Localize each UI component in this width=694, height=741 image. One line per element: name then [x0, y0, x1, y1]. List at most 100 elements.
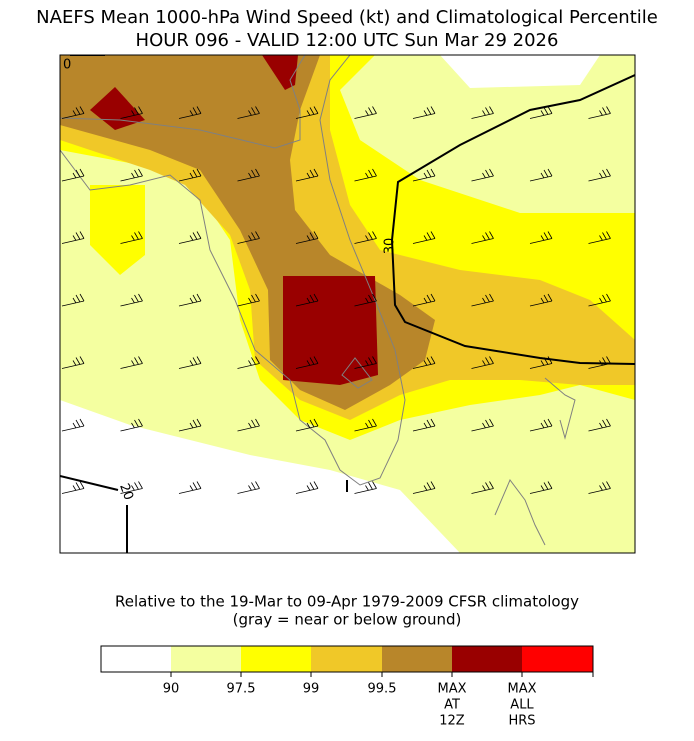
colorbar-swatch — [522, 646, 593, 672]
wind-barb — [120, 481, 143, 494]
wind-barb — [295, 481, 319, 494]
wind-barb — [61, 356, 85, 369]
wind-barb — [412, 418, 436, 432]
shade-below — [60, 400, 460, 553]
contour — [60, 55, 635, 553]
wind-barb — [120, 356, 143, 369]
wind-barb — [237, 481, 260, 494]
wind-barbs — [61, 106, 611, 494]
wind-barb — [412, 356, 436, 369]
wind-barb — [237, 168, 260, 182]
colorbar-swatch — [241, 646, 311, 672]
colorbar-label: 99 — [303, 682, 320, 697]
wind-barb — [471, 356, 494, 369]
wind-barb — [178, 481, 202, 494]
wind-barb — [471, 106, 494, 119]
wind-barb — [61, 481, 85, 494]
wind-barb — [529, 168, 553, 182]
map — [60, 55, 635, 553]
wind-barb — [178, 168, 202, 182]
wind-barb — [588, 418, 611, 432]
caption: (gray = near or below ground) — [233, 611, 462, 629]
wind-barb — [354, 106, 377, 119]
contour-label: 0 — [63, 58, 71, 73]
wind-barb — [412, 481, 436, 494]
wind-barb — [61, 418, 85, 432]
map-frame — [59, 54, 636, 554]
colorbar-swatch — [311, 646, 382, 672]
wind-barb — [471, 168, 494, 182]
wind-barb — [588, 481, 611, 494]
wind-barb — [412, 106, 436, 119]
wind-barb — [471, 418, 494, 432]
colorbar-label: AT — [444, 698, 460, 713]
wind-barb — [178, 231, 202, 244]
wind-barb — [237, 293, 260, 307]
wind-barb — [354, 168, 377, 182]
wind-barb — [120, 106, 143, 119]
shade-97-5 — [90, 185, 145, 275]
colorbar-label: HRS — [508, 714, 535, 729]
wind-barb — [354, 356, 377, 369]
wind-barb — [529, 293, 553, 307]
wind-barb — [237, 418, 260, 432]
wind-barb — [412, 168, 436, 182]
wind-barb — [237, 106, 260, 119]
colorbar-label: 97.5 — [227, 682, 256, 697]
wind-barb — [412, 231, 436, 244]
colorbar-swatch — [382, 646, 452, 672]
wind-barb — [588, 106, 611, 119]
colorbar-frame — [100, 645, 594, 673]
shade-below — [440, 55, 600, 88]
wind-barb — [529, 418, 553, 432]
wind-barb — [178, 293, 202, 307]
wind-barb — [529, 231, 553, 244]
wind-barb — [295, 418, 319, 432]
colorbar-label: MAX — [437, 682, 466, 697]
wind-barb — [295, 106, 319, 119]
wind-barb — [61, 106, 85, 119]
colorbar-label: 12Z — [439, 714, 465, 729]
wind-barb — [120, 231, 143, 244]
wind-barb — [471, 231, 494, 244]
wind-barb — [178, 106, 202, 119]
wind-barb — [471, 481, 494, 494]
wind-barb — [354, 293, 377, 307]
colorbar-label: MAX — [507, 682, 536, 697]
wind-barb — [529, 356, 553, 369]
wind-barb — [588, 293, 611, 307]
wind-barb — [588, 168, 611, 182]
colorbar-swatch — [452, 646, 522, 672]
wind-barb — [354, 481, 377, 494]
colorbar-label: ALL — [510, 698, 534, 713]
wind-barb — [178, 356, 202, 369]
wind-barb — [120, 418, 143, 432]
wind-barb — [61, 168, 85, 182]
colorbar-swatch — [171, 646, 241, 672]
colorbar-label: 99.5 — [368, 682, 397, 697]
wind-barb — [354, 231, 377, 244]
wind-barb — [178, 418, 202, 432]
wind-barb — [471, 293, 494, 307]
wind-barb — [237, 356, 260, 369]
title: HOUR 096 - VALID 12:00 UTC Sun Mar 29 20… — [136, 30, 559, 51]
wind-barb — [529, 481, 553, 494]
caption: Relative to the 19-Mar to 09-Apr 1979-20… — [115, 593, 579, 611]
wind-barb — [295, 293, 319, 307]
wind-barb — [588, 356, 611, 369]
wind-barb — [412, 293, 436, 307]
contour-label: 20 — [116, 482, 136, 503]
colorbar-label: 90 — [163, 682, 180, 697]
shade-max-12z — [262, 55, 298, 90]
wind-barb — [61, 293, 85, 307]
wind-barb — [529, 106, 553, 119]
wind-barb — [61, 231, 85, 244]
wind-barb — [237, 231, 260, 244]
wind-barb — [295, 356, 319, 369]
wind-barb — [295, 168, 319, 182]
coastline — [60, 55, 576, 546]
title: NAEFS Mean 1000-hPa Wind Speed (kt) and … — [36, 7, 658, 28]
colorbar-swatch — [101, 646, 171, 672]
